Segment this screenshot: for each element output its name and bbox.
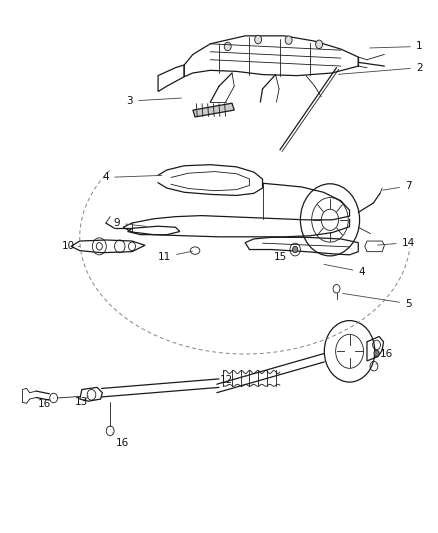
- Circle shape: [293, 246, 298, 253]
- Text: 16: 16: [376, 349, 393, 364]
- Text: 7: 7: [383, 181, 412, 191]
- Text: 4: 4: [102, 172, 162, 182]
- Text: 2: 2: [339, 63, 423, 74]
- Polygon shape: [193, 103, 234, 117]
- Text: 9: 9: [113, 218, 147, 228]
- Text: 15: 15: [274, 251, 293, 262]
- Text: 16: 16: [112, 433, 129, 448]
- Circle shape: [285, 36, 292, 44]
- Circle shape: [316, 40, 322, 49]
- Text: 1: 1: [370, 42, 423, 52]
- Text: 13: 13: [75, 397, 88, 407]
- Text: 10: 10: [62, 241, 80, 252]
- Text: 5: 5: [343, 294, 412, 309]
- Circle shape: [374, 350, 379, 357]
- Text: 12: 12: [220, 375, 249, 385]
- Circle shape: [254, 35, 261, 44]
- Text: 4: 4: [324, 264, 365, 277]
- Text: 11: 11: [158, 251, 192, 262]
- Text: 14: 14: [378, 238, 415, 248]
- Circle shape: [224, 42, 231, 51]
- Text: 16: 16: [37, 398, 53, 409]
- Text: 3: 3: [127, 96, 181, 106]
